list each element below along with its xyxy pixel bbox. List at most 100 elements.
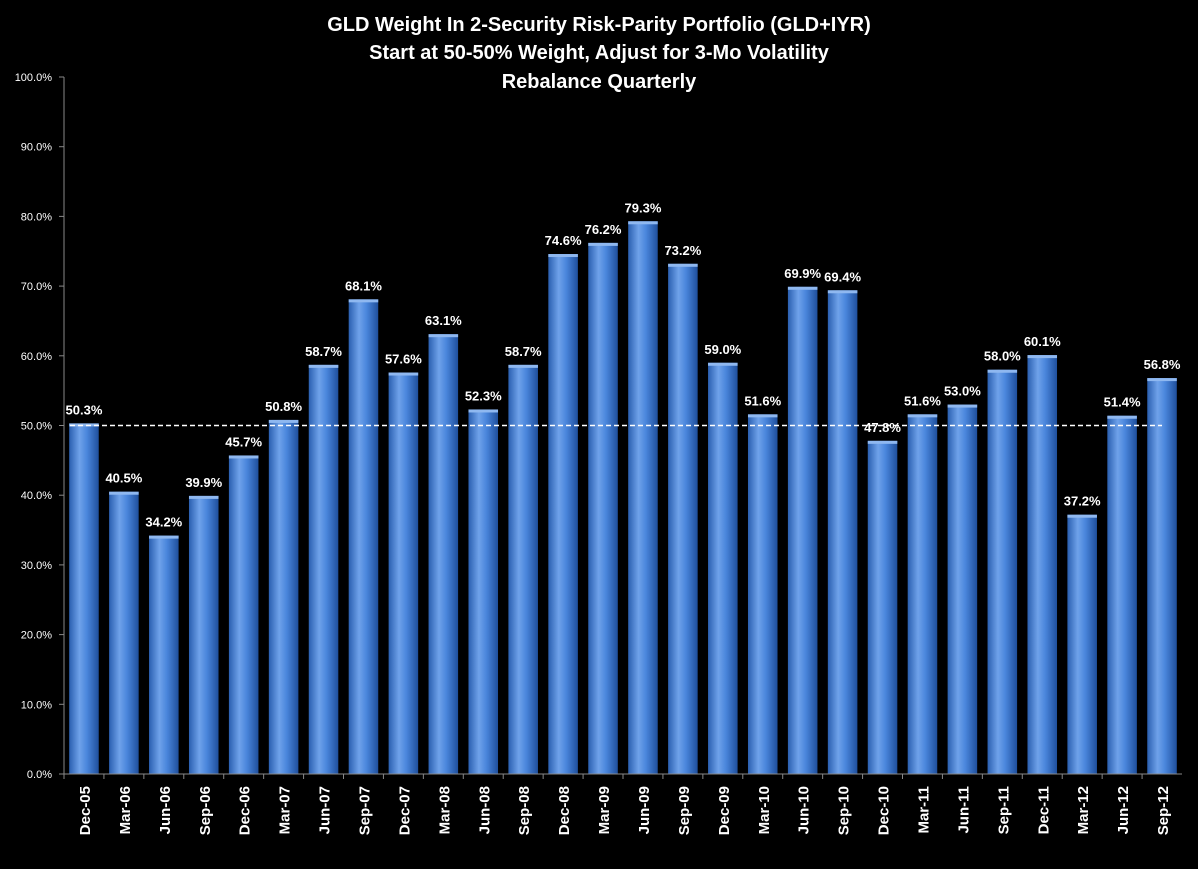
x-tick-label: Mar-10 <box>756 786 773 834</box>
data-label: 50.3% <box>66 402 103 417</box>
y-tick-label: 50.0% <box>21 421 52 433</box>
data-label: 52.3% <box>465 388 502 403</box>
x-tick-label: Mar-12 <box>1075 786 1092 834</box>
x-tick-label: Jun-10 <box>796 786 813 834</box>
y-tick-label: 90.0% <box>21 142 52 154</box>
bar-top-cap <box>188 495 219 499</box>
bar-top-cap <box>1107 415 1137 419</box>
x-tick-label: Sep-11 <box>995 786 1012 834</box>
bars <box>69 221 1177 775</box>
y-tick-label: 80.0% <box>21 211 52 223</box>
bar-top-cap <box>388 372 419 376</box>
data-label: 59.0% <box>704 342 741 357</box>
bar-top-cap <box>668 263 698 267</box>
bar <box>947 404 978 774</box>
x-tick-label: Jun-09 <box>636 786 653 834</box>
bar-top-cap <box>867 440 898 444</box>
x-tick-label: Sep-08 <box>516 786 533 835</box>
data-label: 68.1% <box>345 278 382 293</box>
bar <box>548 254 578 775</box>
bar <box>867 440 898 774</box>
data-label: 51.6% <box>744 393 781 408</box>
bar <box>268 419 299 774</box>
x-tick-label: Dec-08 <box>556 786 573 835</box>
x-tick-label: Jun-06 <box>157 786 174 834</box>
bar-top-cap <box>308 364 339 368</box>
bar <box>708 362 738 774</box>
data-label: 79.3% <box>625 200 662 215</box>
y-tick-label: 100.0% <box>15 72 53 84</box>
x-tick-label: Jun-12 <box>1115 786 1132 834</box>
bar <box>827 290 858 774</box>
bar <box>508 364 538 774</box>
x-tick-label: Sep-09 <box>676 786 693 835</box>
y-tick-label: 70.0% <box>21 281 52 293</box>
bar-top-cap <box>588 242 618 246</box>
bar <box>388 372 419 774</box>
bar <box>907 414 938 774</box>
bar-top-cap <box>987 369 1018 373</box>
bar-top-cap <box>548 254 578 258</box>
x-tick-label: Sep-10 <box>836 786 853 835</box>
bar <box>1067 514 1097 774</box>
x-tick-label: Jun-11 <box>955 786 972 834</box>
bar-top-cap <box>268 419 299 423</box>
x-tick-label: Mar-07 <box>277 786 294 834</box>
bar-top-cap <box>827 290 858 294</box>
x-tick-label: Dec-09 <box>716 786 733 835</box>
x-tick-label: Sep-06 <box>197 786 214 835</box>
bar <box>1147 378 1177 774</box>
data-label: 51.4% <box>1104 395 1141 410</box>
data-label: 74.6% <box>545 233 582 248</box>
data-label: 47.8% <box>864 420 901 435</box>
chart-title: GLD Weight In 2-Security Risk-Parity Por… <box>327 14 871 93</box>
y-tick-label: 40.0% <box>21 490 52 502</box>
x-tick-label: Jun-08 <box>476 786 493 834</box>
bar-top-cap <box>787 286 818 290</box>
data-label: 69.9% <box>784 266 821 281</box>
y-tick-label: 10.0% <box>21 699 52 711</box>
bar <box>1107 415 1137 774</box>
x-tick-label: Mar-06 <box>117 786 134 834</box>
data-label: 37.2% <box>1064 494 1101 509</box>
bar-top-cap <box>1147 378 1177 382</box>
data-label: 53.0% <box>944 384 981 399</box>
bar-top-cap <box>348 299 379 303</box>
data-label: 57.6% <box>385 352 422 367</box>
bar <box>149 535 179 774</box>
data-label: 56.8% <box>1144 357 1181 372</box>
bar <box>109 491 139 774</box>
bar <box>188 495 219 774</box>
data-label: 63.1% <box>425 313 462 328</box>
data-label: 40.5% <box>105 471 142 486</box>
bar-top-cap <box>747 414 778 418</box>
data-label: 58.7% <box>505 344 542 359</box>
bar <box>1027 355 1058 774</box>
x-tick-label: Mar-09 <box>596 786 613 834</box>
bar-top-cap <box>468 409 499 413</box>
x-tick-label: Mar-11 <box>915 786 932 834</box>
bar-top-cap <box>508 364 538 368</box>
x-axis: Dec-05 Mar-06 Jun-06 Sep-06 Dec-06 Mar-07 Jun-… <box>63 774 1172 835</box>
data-label: 34.2% <box>145 515 182 530</box>
bar <box>308 364 339 774</box>
x-tick-label: Dec-07 <box>396 786 413 835</box>
x-tick-label: Sep-12 <box>1155 786 1172 835</box>
bar-top-cap <box>109 491 139 495</box>
y-tick-label: 20.0% <box>21 630 52 642</box>
data-label: 50.8% <box>265 399 302 414</box>
chart-title-line-3: Rebalance Quarterly <box>502 71 697 93</box>
bar <box>668 263 698 774</box>
bar <box>787 286 818 774</box>
bar-top-cap <box>149 535 179 539</box>
bar <box>228 455 259 774</box>
data-label: 60.1% <box>1024 334 1061 349</box>
data-label: 45.7% <box>225 434 262 449</box>
bar <box>747 414 778 774</box>
chart-title-line-2: Start at 50-50% Weight, Adjust for 3-Mo … <box>369 42 830 64</box>
bar-top-cap <box>947 404 978 408</box>
bar <box>348 299 379 774</box>
data-label: 73.2% <box>664 243 701 258</box>
bar <box>428 334 459 774</box>
